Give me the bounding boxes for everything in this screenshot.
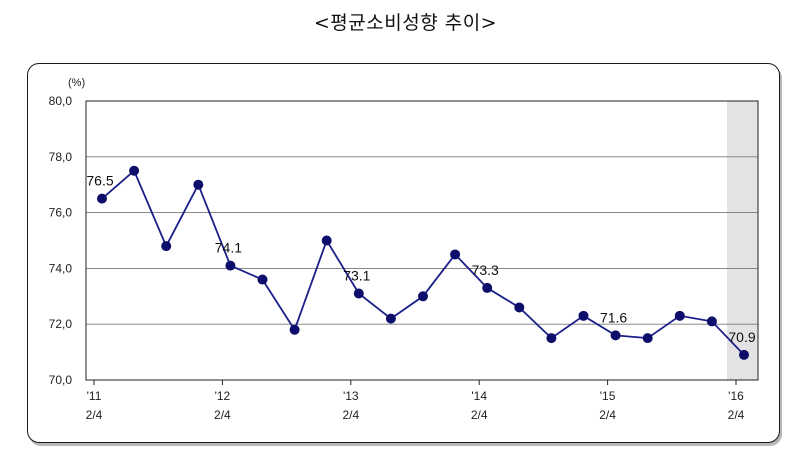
data-point	[225, 260, 236, 271]
highlight-band	[727, 101, 758, 380]
data-label: 70.9	[728, 329, 755, 345]
data-point	[674, 310, 685, 321]
x-tick-quarter: 2/4	[214, 408, 231, 422]
data-point	[129, 165, 140, 176]
data-point	[97, 193, 107, 204]
data-label: 73.3	[472, 262, 499, 278]
data-labels: 76.5 74.1 73.1 73.3 71.6 70.9	[86, 173, 755, 345]
x-tick-quarter: 2/4	[86, 408, 103, 422]
data-point	[321, 235, 332, 246]
y-tick-label: 78,0	[49, 150, 73, 164]
data-point	[257, 274, 268, 285]
y-tick-label: 80,0	[49, 94, 73, 108]
x-tick-quarter: 2/4	[728, 408, 745, 422]
y-unit-label: (%)	[68, 77, 85, 89]
x-tick-quarter: 2/4	[471, 408, 488, 422]
x-tick-year: '16	[728, 389, 744, 403]
grid-lines	[86, 156, 758, 325]
data-point	[289, 324, 300, 335]
data-point	[193, 179, 204, 190]
y-tick-label: 72,0	[49, 317, 73, 331]
x-tick-quarter: 2/4	[342, 408, 359, 422]
x-tick-year: '11	[87, 389, 102, 403]
series-markers	[97, 165, 749, 360]
x-axis: '11 2/4 '12 2/4 '13 2/4 '14 2/4 '15 2/4 '16 2/4	[86, 380, 745, 422]
data-point	[161, 241, 172, 252]
x-tick-year: '13	[343, 389, 359, 403]
data-point	[739, 349, 749, 360]
data-point	[482, 282, 493, 293]
x-tick-year: '12	[215, 389, 231, 403]
y-tick-label: 76,0	[49, 206, 73, 220]
data-label: 76.5	[86, 173, 113, 189]
data-label: 74.1	[215, 240, 242, 256]
data-point	[385, 313, 396, 324]
data-point	[546, 333, 557, 344]
data-point	[706, 316, 717, 327]
y-tick-label: 70,0	[49, 373, 73, 387]
data-point	[610, 330, 621, 341]
data-point	[450, 249, 461, 260]
data-point	[578, 310, 589, 321]
x-tick-year: '14	[471, 389, 487, 403]
x-tick-year: '15	[600, 389, 616, 403]
data-point	[642, 333, 653, 344]
y-tick-label: 74,0	[49, 261, 73, 275]
x-tick-quarter: 2/4	[599, 408, 616, 422]
data-point	[514, 302, 525, 313]
data-point	[353, 288, 364, 299]
plot-area	[85, 100, 759, 381]
chart-title: <평균소비성향 추이>	[313, 12, 498, 34]
data-label: 71.6	[600, 309, 627, 325]
data-point	[418, 291, 428, 302]
series-line	[101, 169, 745, 356]
data-label: 73.1	[343, 268, 370, 284]
y-axis: 70,0 72,0 74,0 76,0 78,0 80,0	[49, 94, 73, 387]
